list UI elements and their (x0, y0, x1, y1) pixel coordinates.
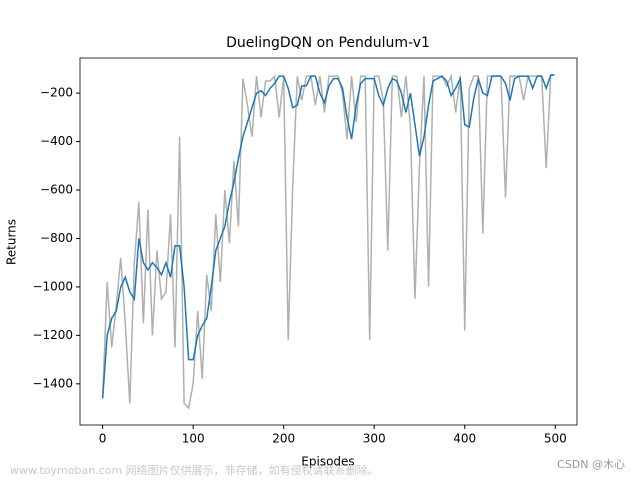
credit: CSDN @木心 (557, 458, 625, 471)
y-tick-label: −1200 (32, 328, 73, 342)
x-tick-label: 0 (99, 432, 107, 446)
x-tick-label: 200 (272, 432, 295, 446)
y-axis-label: Returns (5, 219, 19, 265)
y-tick-label: −800 (40, 231, 73, 245)
x-tick-label: 500 (544, 432, 567, 446)
y-tick-label: −1000 (32, 279, 73, 293)
chart-title: DuelingDQN on Pendulum-v1 (226, 35, 430, 51)
x-tick-label: 100 (182, 432, 205, 446)
watermark: www.toymoban.com 网络图片仅供展示，非存储，如有侵权请联系删除。 (10, 463, 379, 477)
y-tick-label: −400 (40, 134, 73, 148)
y-tick-label: −200 (40, 86, 73, 100)
y-tick-label: −600 (40, 183, 73, 197)
x-tick-label: 400 (453, 432, 476, 446)
series-line (101, 73, 555, 410)
plot-frame (79, 57, 578, 426)
y-tick-label: −1400 (32, 376, 73, 390)
series-line (101, 74, 555, 399)
x-tick-label: 300 (363, 432, 386, 446)
x-axis-label: Episodes (301, 455, 354, 469)
